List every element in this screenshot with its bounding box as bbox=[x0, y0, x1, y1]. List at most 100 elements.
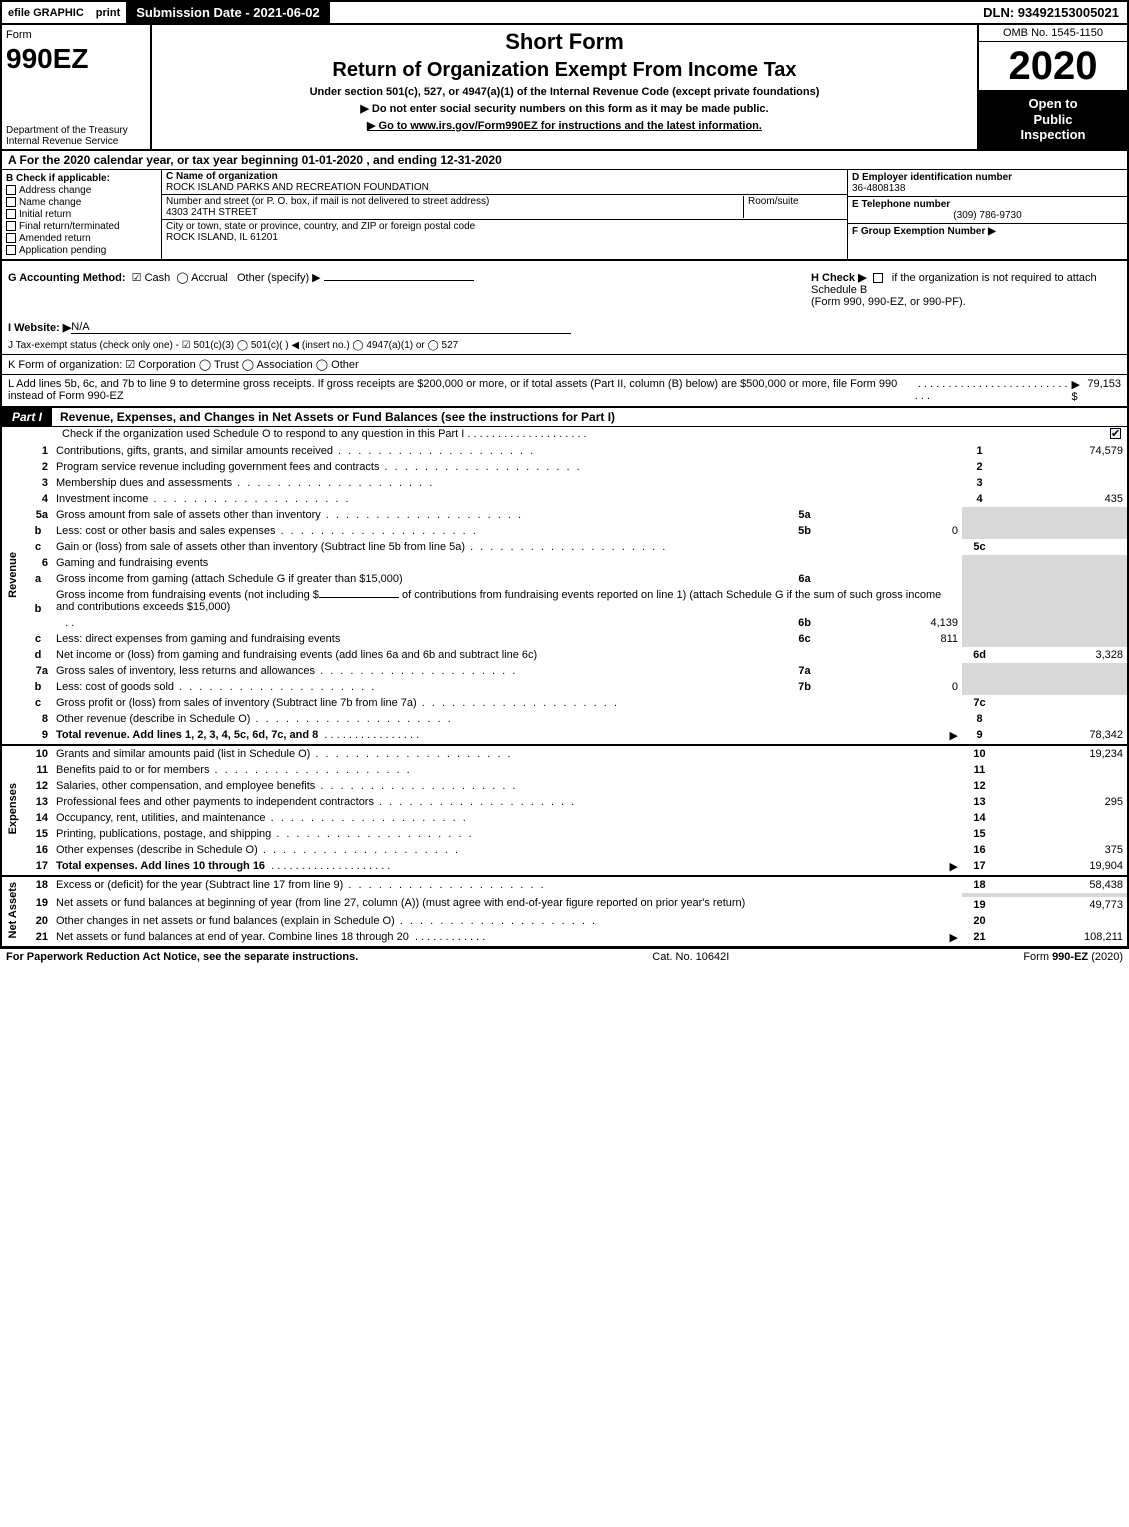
f-label: F Group Exemption Number ▶ bbox=[852, 226, 996, 237]
l5c-rv bbox=[997, 539, 1127, 555]
city-row: City or town, state or province, country… bbox=[162, 220, 847, 244]
i-label: I Website: ▶ bbox=[8, 321, 71, 334]
side-netassets: Net Assets bbox=[2, 876, 24, 946]
l7a-mn: 7a bbox=[787, 663, 822, 679]
l5c-rn: 5c bbox=[962, 539, 997, 555]
footer-mid: Cat. No. 10642I bbox=[652, 951, 729, 963]
l5b-rn-shade bbox=[962, 523, 997, 539]
chk-amended[interactable]: Amended return bbox=[6, 233, 157, 244]
l1-rn: 1 bbox=[962, 443, 997, 459]
l3-desc: Membership dues and assessments bbox=[52, 475, 962, 491]
l11-rn: 11 bbox=[962, 762, 997, 778]
org-name: ROCK ISLAND PARKS AND RECREATION FOUNDAT… bbox=[166, 182, 429, 193]
l16-num: 16 bbox=[24, 842, 52, 858]
topbar-left: efile GRAPHIC print Submission Date - 20… bbox=[2, 2, 330, 23]
l15-num: 15 bbox=[24, 826, 52, 842]
l7c-rn: 7c bbox=[962, 695, 997, 711]
g-cash[interactable]: Cash bbox=[145, 272, 171, 284]
street-val: 4303 24TH STREET bbox=[166, 207, 258, 218]
return-title: Return of Organization Exempt From Incom… bbox=[160, 59, 969, 82]
header-right: OMB No. 1545-1150 2020 Open to Public In… bbox=[977, 25, 1127, 149]
ein-val: 36-4808138 bbox=[852, 183, 905, 194]
l8-desc: Other revenue (describe in Schedule O) bbox=[52, 711, 962, 727]
l18-rv: 58,438 bbox=[997, 876, 1127, 893]
l6-rv-shade bbox=[997, 555, 1127, 571]
part-1-subtext: Check if the organization used Schedule … bbox=[62, 428, 464, 440]
row-i: I Website: ▶ N/A bbox=[2, 318, 1127, 337]
l6a-mn: 6a bbox=[787, 571, 822, 587]
l18-desc: Excess or (deficit) for the year (Subtra… bbox=[52, 876, 962, 893]
l6-rn-shade bbox=[962, 555, 997, 571]
dln-label: DLN: 93492153005021 bbox=[975, 3, 1127, 22]
l19-num: 19 bbox=[24, 893, 52, 913]
l14-rv bbox=[997, 810, 1127, 826]
l6c-num: c bbox=[24, 631, 52, 647]
l4-num: 4 bbox=[24, 491, 52, 507]
l17-desc: Total expenses. Add lines 10 through 16 … bbox=[52, 858, 962, 876]
l6d-desc: Net income or (loss) from gaming and fun… bbox=[52, 647, 962, 663]
print-link[interactable]: print bbox=[90, 5, 126, 21]
goto-link[interactable]: ▶ Go to www.irs.gov/Form990EZ for instru… bbox=[367, 120, 762, 132]
l10-rv: 19,234 bbox=[997, 745, 1127, 762]
city-label: City or town, state or province, country… bbox=[166, 221, 475, 232]
chk-name[interactable]: Name change bbox=[6, 197, 157, 208]
l5a-desc: Gross amount from sale of assets other t… bbox=[52, 507, 787, 523]
l7b-rn-shade bbox=[962, 679, 997, 695]
l7c-rv bbox=[997, 695, 1127, 711]
chk-address[interactable]: Address change bbox=[6, 185, 157, 196]
l1-num: 1 bbox=[24, 443, 52, 459]
chk-initial[interactable]: Initial return bbox=[6, 209, 157, 220]
l16-desc: Other expenses (describe in Schedule O) bbox=[52, 842, 962, 858]
l5c-desc: Gain or (loss) from sale of assets other… bbox=[52, 539, 962, 555]
phone-val: (309) 786-9730 bbox=[852, 210, 1123, 221]
l6b2-rv-shade bbox=[997, 615, 1127, 631]
l6a-rn-shade bbox=[962, 571, 997, 587]
l6b-rn-shade bbox=[962, 587, 997, 615]
l12-rn: 12 bbox=[962, 778, 997, 794]
g-other-line[interactable] bbox=[324, 280, 474, 281]
part-1-title: Revenue, Expenses, and Changes in Net As… bbox=[52, 408, 1127, 426]
subtitle-1: Under section 501(c), 527, or 4947(a)(1)… bbox=[160, 86, 969, 98]
chk-pending[interactable]: Application pending bbox=[6, 245, 157, 256]
side-rev-cont bbox=[2, 711, 24, 745]
info-block: B Check if applicable: Address change Na… bbox=[2, 170, 1127, 261]
tax-year-big: 2020 bbox=[979, 42, 1127, 90]
l9-rn: 9 bbox=[962, 727, 997, 745]
part-1-checkbox[interactable] bbox=[1110, 428, 1121, 439]
part-1-label: Part I bbox=[2, 408, 52, 426]
l4-rv: 435 bbox=[997, 491, 1127, 507]
l5b-mv: 0 bbox=[822, 523, 962, 539]
l9-desc: Total revenue. Add lines 1, 2, 3, 4, 5c,… bbox=[52, 727, 962, 745]
form-number: 990EZ bbox=[6, 45, 146, 73]
open-line2: Public bbox=[1033, 112, 1072, 127]
l3-rv bbox=[997, 475, 1127, 491]
l10-rn: 10 bbox=[962, 745, 997, 762]
l12-num: 12 bbox=[24, 778, 52, 794]
l6d-rv: 3,328 bbox=[997, 647, 1127, 663]
l1-desc: Contributions, gifts, grants, and simila… bbox=[52, 443, 962, 459]
l4-rn: 4 bbox=[962, 491, 997, 507]
l8-rv bbox=[997, 711, 1127, 727]
g-accrual[interactable]: Accrual bbox=[191, 272, 228, 284]
l6b-blank[interactable] bbox=[319, 597, 399, 598]
l6-num: 6 bbox=[24, 555, 52, 571]
street-label: Number and street (or P. O. box, if mail… bbox=[166, 196, 489, 207]
check-b-col: B Check if applicable: Address change Na… bbox=[2, 170, 162, 259]
l5a-rn-shade bbox=[962, 507, 997, 523]
l1-rv: 74,579 bbox=[997, 443, 1127, 459]
h-checkbox[interactable] bbox=[873, 273, 883, 283]
l5b-mn: 5b bbox=[787, 523, 822, 539]
l21-num: 21 bbox=[24, 929, 52, 946]
l15-rn: 15 bbox=[962, 826, 997, 842]
l7b-mn: 7b bbox=[787, 679, 822, 695]
l6d-rn: 6d bbox=[962, 647, 997, 663]
chk-final[interactable]: Final return/terminated bbox=[6, 221, 157, 232]
website-val: N/A bbox=[71, 321, 571, 334]
info-right: D Employer identification number 36-4808… bbox=[847, 170, 1127, 259]
l7a-mv bbox=[822, 663, 962, 679]
l9-rv: 78,342 bbox=[997, 727, 1127, 745]
l7a-rv-shade bbox=[997, 663, 1127, 679]
l5c-num: c bbox=[24, 539, 52, 555]
l6c-mn: 6c bbox=[787, 631, 822, 647]
g-other[interactable]: Other (specify) ▶ bbox=[237, 272, 321, 284]
